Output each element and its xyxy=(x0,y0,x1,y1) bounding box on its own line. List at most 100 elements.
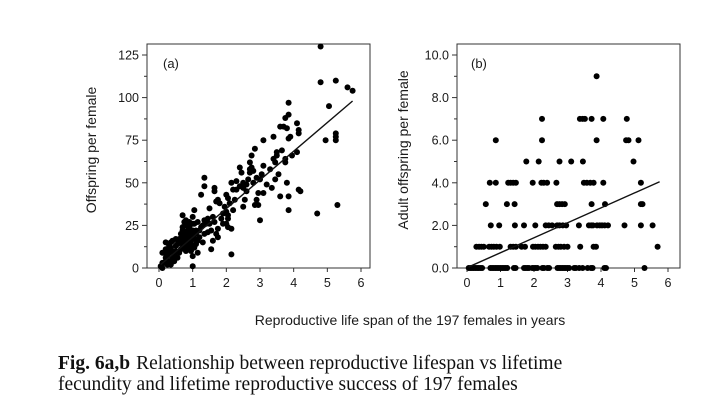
panel-b-data-point xyxy=(637,179,644,186)
panel-a-data-point xyxy=(295,130,302,137)
panel-b-ticks: 0 1 2 3 4 5 6 0.0 2.0 4.0 6.0 8.0 10.0 xyxy=(425,49,672,291)
panel-a-data-point xyxy=(246,159,253,166)
panel-b-data-point xyxy=(593,73,600,80)
panel-a-data-point xyxy=(189,253,196,260)
panel-a-data-point xyxy=(322,137,329,144)
panel-a-data-point xyxy=(248,152,255,159)
panel-a-data-point xyxy=(255,190,262,196)
panel-b-y-tick-label: 4.0 xyxy=(432,176,449,190)
panel-b-y-tick-label: 0.0 xyxy=(432,262,449,276)
panel-a-data-point xyxy=(332,77,339,84)
panel-b-data-point xyxy=(593,137,600,144)
panel-a-x-tick-label: 1 xyxy=(189,276,196,290)
panel-b-data-point xyxy=(566,265,573,271)
panel-b-data-point xyxy=(511,222,518,229)
panel-b-data-point xyxy=(549,222,556,229)
panel-a-data-point xyxy=(277,193,284,200)
panel-a-data-point xyxy=(263,181,270,188)
panel-a-data-point xyxy=(225,224,231,231)
panel-a-data-point xyxy=(228,179,235,186)
panel-a-data-point xyxy=(317,79,324,86)
panel-b-data-point xyxy=(621,222,628,229)
panel-a-data-point xyxy=(225,195,231,202)
panel-a-data-point xyxy=(282,115,289,121)
panel-a-data-point xyxy=(275,171,282,178)
panel-b-y-tick-label: 10.0 xyxy=(425,49,449,63)
panel-a-y-tick-label: 75 xyxy=(125,134,139,148)
panel-a-data-point xyxy=(194,249,201,256)
panel-b-y-tick-label: 8.0 xyxy=(432,91,449,105)
panel-b-data-point xyxy=(564,243,571,250)
panel-b-x-tick-label: 1 xyxy=(497,276,504,290)
panel-b-data-point xyxy=(544,179,551,186)
panel-b-data-point xyxy=(532,222,539,229)
panel-a-data-point xyxy=(159,265,166,271)
panel-a-data-point xyxy=(211,188,218,195)
panel-a-y-tick-label: 125 xyxy=(118,49,139,63)
panel-a-data-point xyxy=(245,176,252,183)
panel-a-data-point xyxy=(201,217,208,224)
panel-b-data-point xyxy=(593,243,599,250)
panel-a-data-point xyxy=(189,263,196,270)
panel-a-data-point xyxy=(220,220,226,227)
panel-b-data-point xyxy=(529,179,536,186)
panel-b-data-point xyxy=(496,222,503,229)
panel-b-data-point xyxy=(553,179,560,186)
figure-caption-line2: fecundity and lifetime reproductive succ… xyxy=(58,374,518,395)
panel-a-data-point xyxy=(285,135,292,142)
panel-a-data-point xyxy=(294,149,300,156)
panel-a-data-point xyxy=(199,239,206,246)
panel-a-data-point xyxy=(297,188,304,195)
panel-a-data-point xyxy=(201,183,208,190)
panel-a-data-point xyxy=(258,171,265,178)
panel-b-data-point xyxy=(649,222,656,229)
panel-a-data-point xyxy=(172,242,179,249)
panel-a-data-point xyxy=(230,207,237,214)
panel-b-data-point xyxy=(539,137,545,144)
panel-a-data-point xyxy=(182,222,189,229)
panel-a-data-point xyxy=(285,99,292,106)
panel-b-data-point xyxy=(577,243,584,250)
panel-a-x-tick-label: 0 xyxy=(156,276,163,290)
panel-a-data-point xyxy=(326,103,332,110)
panel-a-data-point xyxy=(285,207,292,214)
panel-a-y-tick-label: 0 xyxy=(132,262,139,276)
panel-a-data-point xyxy=(273,149,280,156)
panel-b-y-axis-title: Adult offspring per female xyxy=(395,70,411,229)
panel-b-y-tick-label: 6.0 xyxy=(432,134,449,148)
panel-b-scatter-chart: 0 1 2 3 4 5 6 0.0 2.0 4.0 6.0 8.0 10.0 (b) Adult off… xyxy=(395,43,681,291)
panel-a-data-point xyxy=(236,164,243,171)
panel-a-x-tick-label: 5 xyxy=(324,276,331,290)
panel-a-data-point xyxy=(216,200,223,207)
panel-a-scatter-chart: 0 1 2 3 4 5 6 0 25 50 75 100 125 (a) Offspring per f… xyxy=(83,43,371,290)
panel-a-data-point xyxy=(251,202,258,208)
panel-a-data-point xyxy=(246,166,253,173)
panel-b-data-point xyxy=(575,222,582,229)
panel-b-data-point xyxy=(630,158,637,165)
panel-b-data-point xyxy=(588,201,595,208)
panel-a-data-point xyxy=(194,237,201,244)
panel-a-points xyxy=(157,43,356,271)
panel-a-x-tick-label: 2 xyxy=(223,276,230,290)
panel-b-data-point xyxy=(539,115,545,122)
panel-b-points xyxy=(465,73,661,271)
panel-a-data-point xyxy=(238,169,245,176)
panel-b-data-point xyxy=(534,265,541,271)
panel-a-data-point xyxy=(233,178,240,185)
panel-a-data-point xyxy=(209,237,216,244)
panel-b-x-tick-label: 4 xyxy=(598,276,605,290)
panel-a-data-point xyxy=(240,179,247,186)
panel-b-data-point xyxy=(511,201,518,208)
panel-a-data-point xyxy=(162,246,169,253)
panel-a-data-point xyxy=(218,215,225,222)
panel-b-frame xyxy=(456,43,681,269)
panel-a-data-point xyxy=(198,191,205,198)
panel-b-data-point xyxy=(496,243,503,250)
panel-b-data-point xyxy=(639,201,646,208)
panel-a-data-point xyxy=(231,196,238,203)
panel-b-data-point xyxy=(568,158,575,165)
panel-a-data-point xyxy=(179,212,186,219)
panel-b-data-point xyxy=(637,222,644,229)
panel-b-y-tick-label: 2.0 xyxy=(432,219,449,233)
panel-a-data-point xyxy=(233,186,240,193)
